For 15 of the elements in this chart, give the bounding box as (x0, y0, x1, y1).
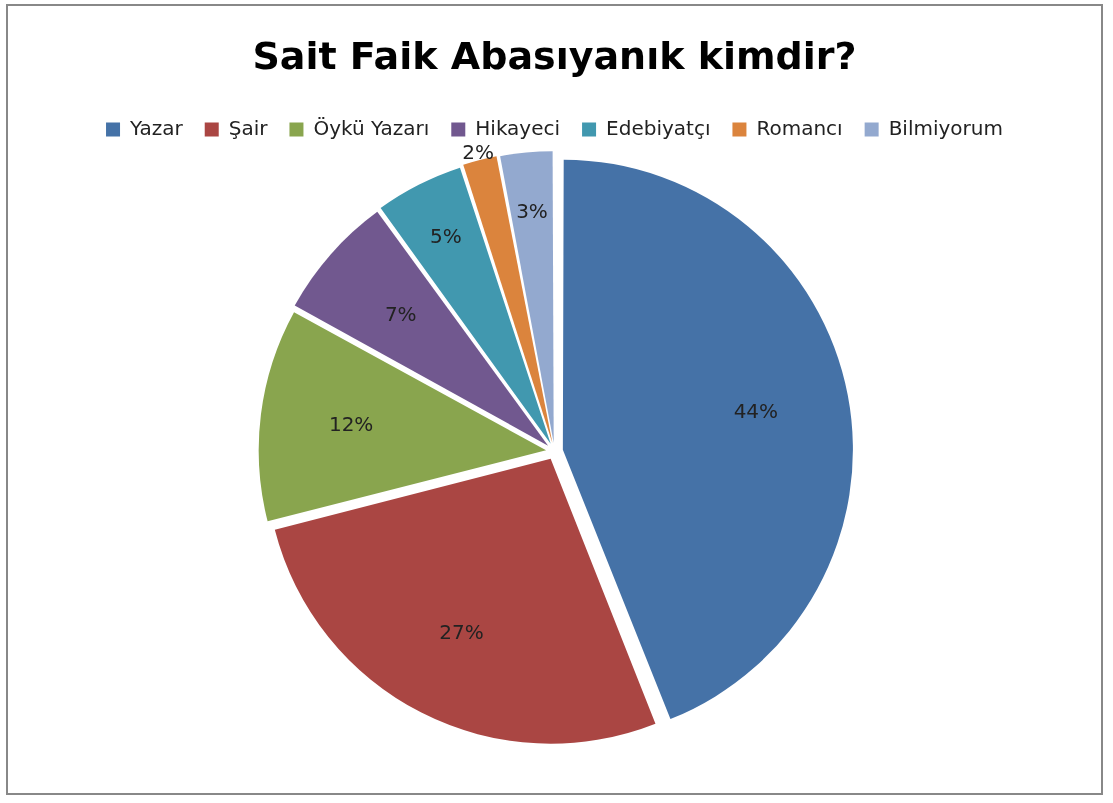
legend-label: Hikayeci (475, 115, 561, 140)
legend-label: Romancı (756, 115, 843, 140)
data-label: 7% (384, 301, 417, 326)
legend-label: Edebiyatçı (606, 115, 711, 140)
data-label: 5% (430, 224, 462, 249)
data-label: 3% (516, 199, 548, 224)
legend-label: Bilmiyorum (888, 115, 1003, 140)
data-label: 12% (328, 411, 374, 436)
chart-title: Sait Faik Abasıyanık kimdir? (252, 33, 857, 78)
legend-label: Öykü Yazarı (313, 115, 430, 140)
legend-label: Yazar (129, 115, 184, 140)
legend-label: Şair (228, 115, 269, 140)
data-label: 2% (462, 140, 495, 165)
data-label: 27% (439, 620, 484, 645)
data-label: 44% (733, 399, 779, 424)
